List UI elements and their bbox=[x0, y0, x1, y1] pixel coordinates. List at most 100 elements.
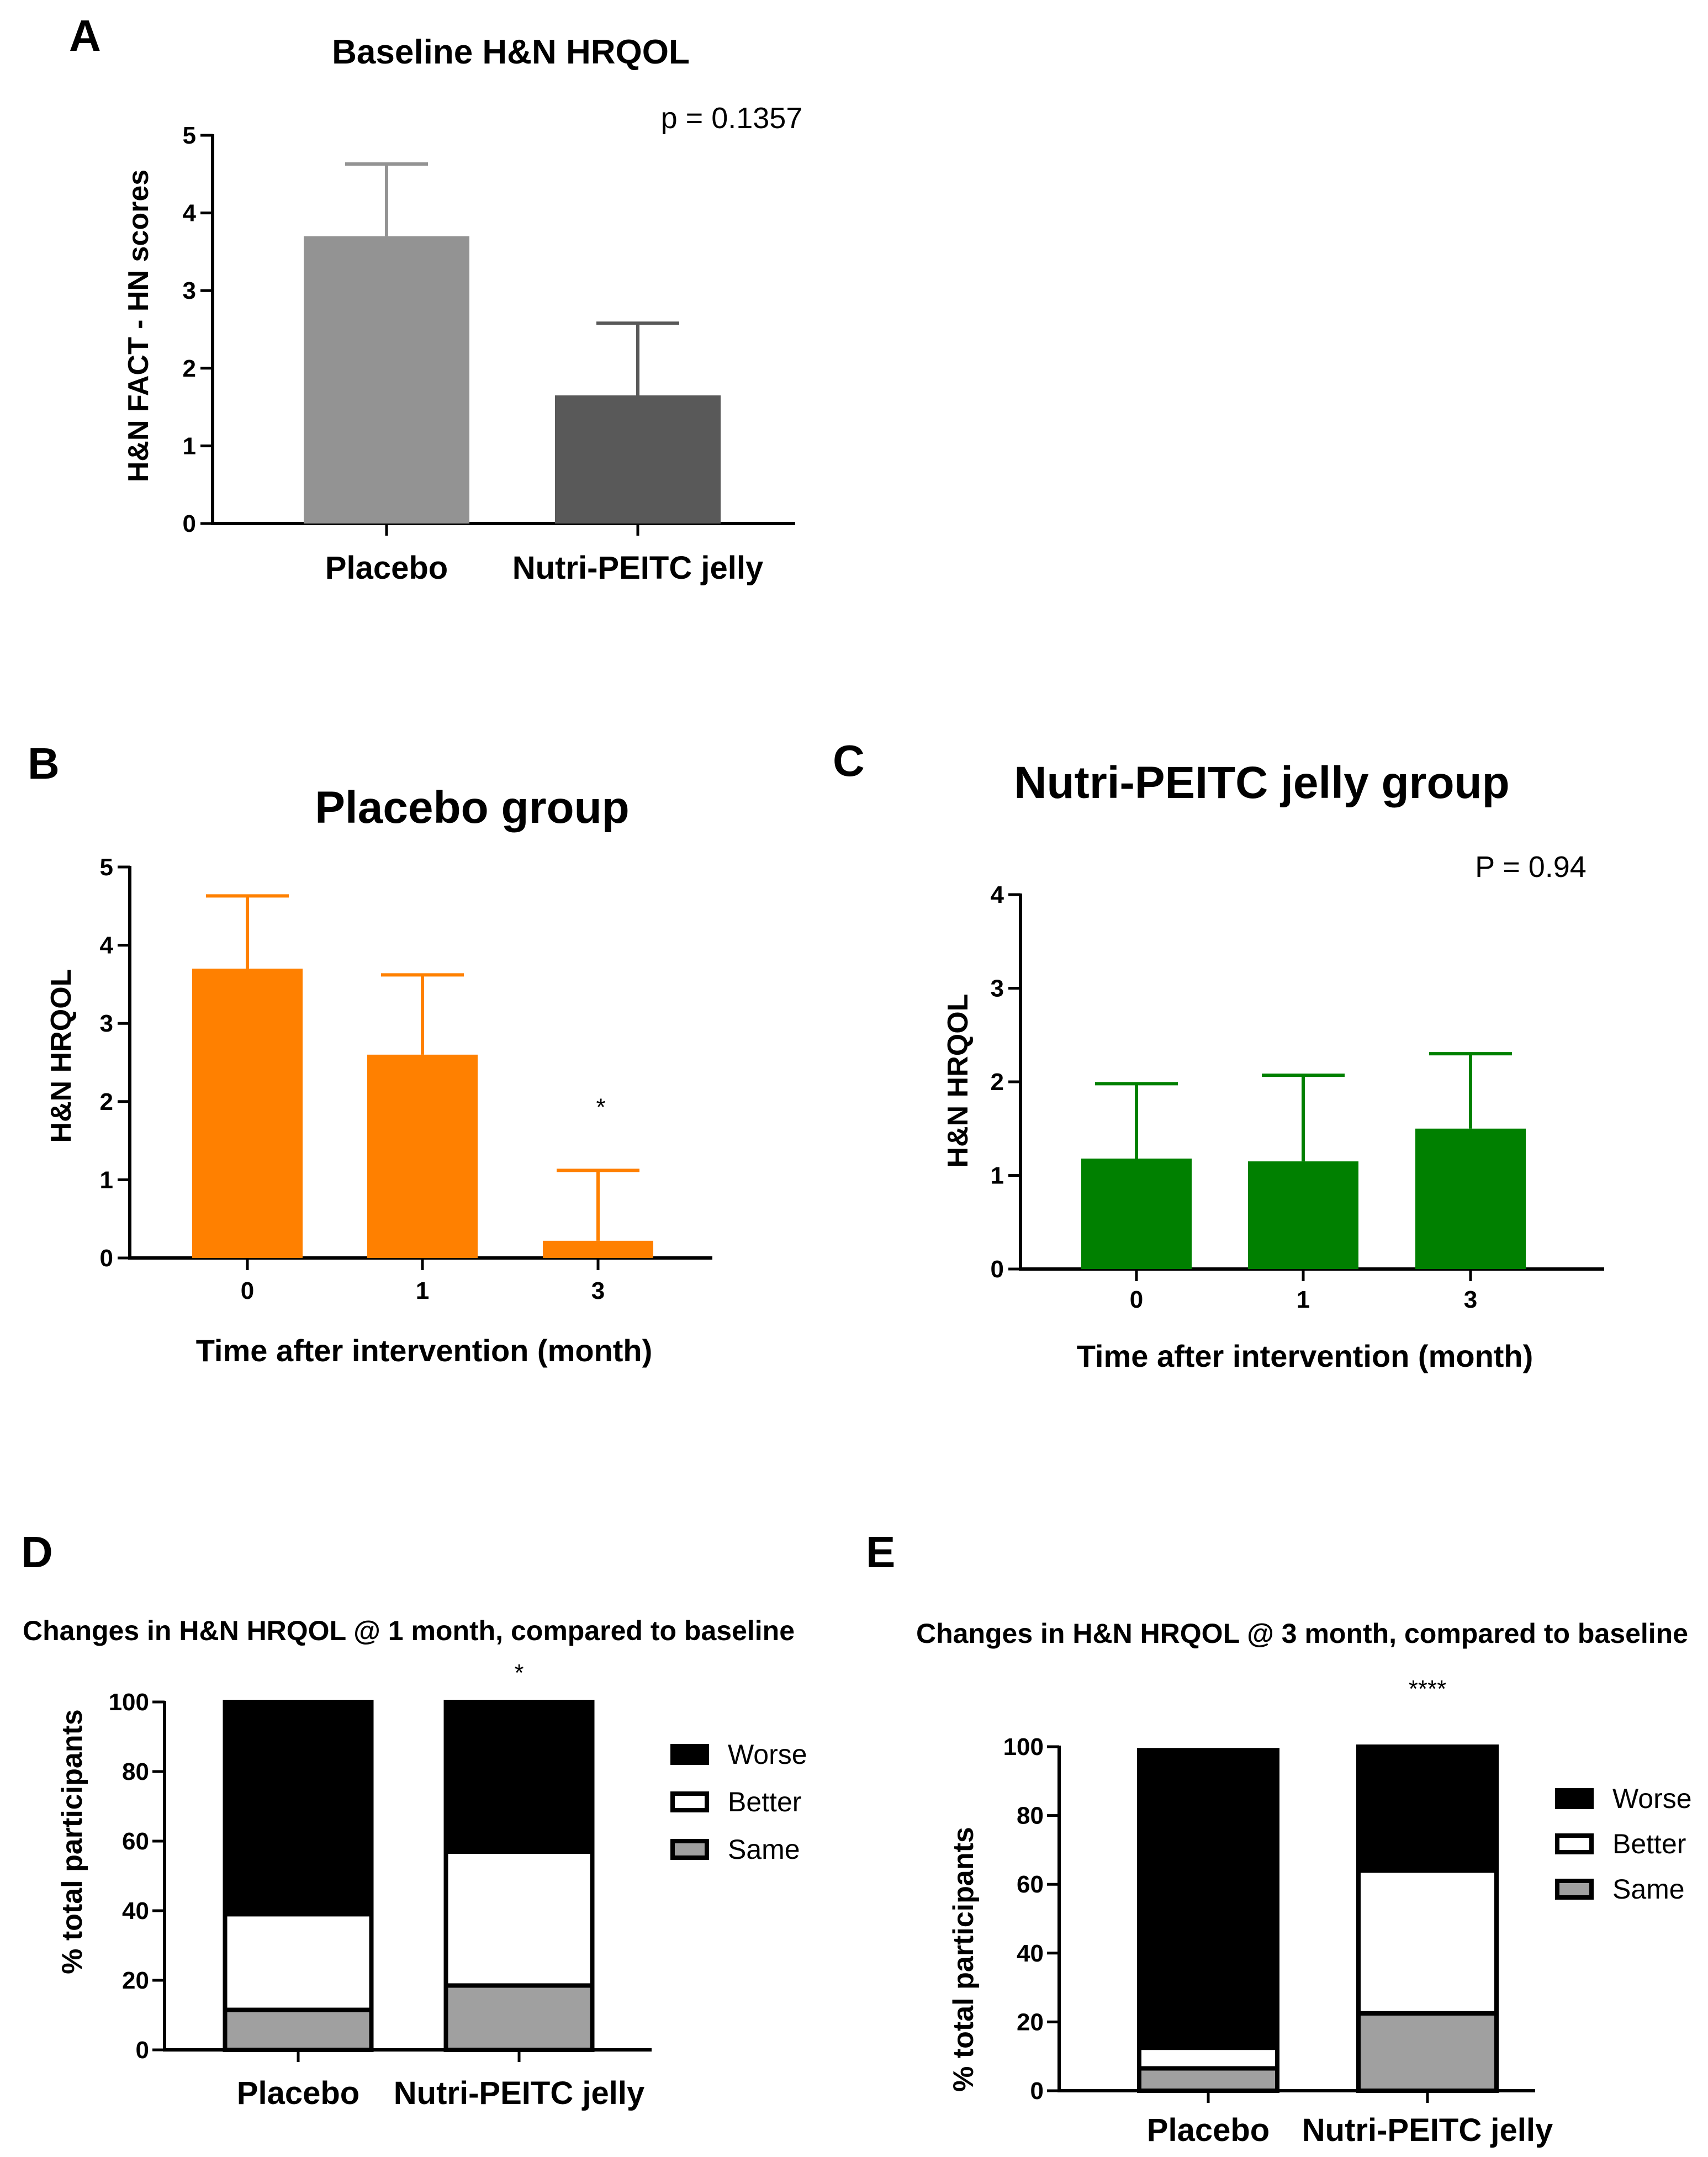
panel-c: C Nutri-PEITC jelly group P = 0.94 H&N H… bbox=[833, 736, 1604, 1373]
panel-c-y-tick-label: 3 bbox=[991, 975, 1004, 1002]
panel-e-bar-segment-same bbox=[1356, 2011, 1499, 2093]
panel-c-category-label: 3 bbox=[1464, 1286, 1477, 1313]
panel-b-y-tick-label: 1 bbox=[100, 1166, 113, 1193]
panel-e-bar-segment-worse bbox=[1356, 1744, 1499, 1873]
panel-b-y-axis-label: H&N HRQOL bbox=[45, 969, 77, 1143]
panel-d-category-label: Placebo bbox=[237, 2075, 359, 2111]
panel-a: A Baseline H&N HRQOL p = 0.1357 H&N FACT… bbox=[69, 11, 802, 586]
panel-d-y-tick-label: 0 bbox=[136, 2037, 149, 2064]
panel-d-legend-swatch-worse bbox=[670, 1744, 709, 1765]
panel-b: B Placebo group H&N HRQOL Time after int… bbox=[28, 739, 712, 1368]
panel-e-legend-label-better: Better bbox=[1612, 1828, 1686, 1859]
panel-e-y-tick-label: 40 bbox=[1017, 1940, 1044, 1967]
panel-c-title: Nutri-PEITC jelly group bbox=[1014, 758, 1509, 808]
panel-c-letter: C bbox=[833, 736, 865, 785]
panel-a-title: Baseline H&N HRQOL bbox=[332, 33, 690, 71]
panel-e-legend-swatch-better bbox=[1555, 1833, 1594, 1854]
panel-c-category-label: 1 bbox=[1297, 1286, 1310, 1313]
panel-d-category-label: Nutri-PEITC jelly bbox=[394, 2075, 644, 2111]
panel-d-legend-swatch-better bbox=[670, 1791, 709, 1812]
panel-d-legend-label-same: Same bbox=[728, 1834, 800, 1865]
panel-e-y-tick-label: 0 bbox=[1030, 2077, 1044, 2105]
panel-a-category-label: Nutri-PEITC jelly bbox=[512, 550, 763, 586]
panel-e-bar-segment-same bbox=[1137, 2066, 1279, 2093]
panel-c-x-axis-label: Time after intervention (month) bbox=[1077, 1339, 1534, 1373]
panel-e-y-tick-label: 20 bbox=[1017, 2008, 1044, 2036]
panel-d-y-tick-label: 80 bbox=[122, 1758, 149, 1785]
panel-b-bar bbox=[192, 969, 303, 1258]
panel-b-y-tick-label: 4 bbox=[100, 932, 114, 959]
panel-c-bar bbox=[1081, 1158, 1192, 1269]
panel-b-bar bbox=[543, 1240, 653, 1258]
panel-d-significance-mark: * bbox=[514, 1659, 523, 1687]
panel-a-y-tick-label: 3 bbox=[183, 277, 196, 304]
panel-e-bar-segment-better bbox=[1137, 2045, 1279, 2071]
panel-c-bar bbox=[1415, 1128, 1526, 1269]
panel-e: E Changes in H&N HRQOL @ 3 month, compar… bbox=[866, 1527, 1692, 2148]
panel-e-legend-swatch-worse bbox=[1555, 1788, 1594, 1809]
panel-a-bar bbox=[555, 395, 721, 524]
panel-a-p-value: p = 0.1357 bbox=[661, 102, 803, 135]
panel-c-y-tick-label: 2 bbox=[991, 1069, 1004, 1096]
panel-a-y-axis-label: H&N FACT - HN scores bbox=[123, 170, 155, 482]
panel-e-legend-swatch-same bbox=[1555, 1879, 1594, 1900]
panel-c-y-tick-label: 0 bbox=[991, 1256, 1004, 1283]
panel-c-y-tick-label: 4 bbox=[991, 881, 1004, 908]
panel-e-legend-label-same: Same bbox=[1612, 1874, 1685, 1905]
panel-d-y-tick-label: 60 bbox=[122, 1828, 149, 1855]
panel-a-category-label: Placebo bbox=[325, 550, 448, 586]
panel-e-letter: E bbox=[866, 1527, 895, 1577]
panel-d-legend-swatch-same bbox=[670, 1839, 709, 1860]
panel-a-y-tick-label: 2 bbox=[183, 355, 196, 382]
panel-b-y-tick-label: 0 bbox=[100, 1245, 113, 1272]
panel-b-y-tick-label: 2 bbox=[100, 1088, 113, 1115]
panel-d-letter: D bbox=[21, 1527, 53, 1577]
panel-a-y-tick-label: 1 bbox=[183, 432, 196, 459]
panel-b-bar bbox=[367, 1054, 478, 1258]
panel-b-category-label: 1 bbox=[416, 1277, 429, 1304]
panel-a-letter: A bbox=[69, 11, 101, 60]
panel-b-x-axis-label: Time after intervention (month) bbox=[196, 1333, 653, 1368]
panel-b-letter: B bbox=[28, 739, 60, 788]
panel-b-y-tick-label: 5 bbox=[100, 854, 113, 881]
panel-b-category-label: 0 bbox=[241, 1277, 254, 1304]
panel-e-bar-segment-better bbox=[1356, 1868, 1499, 2016]
panel-e-bar-segment-worse bbox=[1137, 1748, 1279, 2050]
panel-e-y-axis-label: % total participants bbox=[948, 1827, 980, 2092]
panel-c-p-value: P = 0.94 bbox=[1475, 850, 1587, 884]
panel-d-bar-segment-same bbox=[223, 2007, 374, 2053]
panel-e-category-label: Nutri-PEITC jelly bbox=[1302, 2112, 1553, 2148]
panel-e-category-label: Placebo bbox=[1147, 2112, 1270, 2148]
panel-d-bar-segment-same bbox=[443, 1983, 595, 2052]
panel-e-title: Changes in H&N HRQOL @ 3 month, compared… bbox=[916, 1618, 1688, 1649]
panel-d: D Changes in H&N HRQOL @ 1 month, compar… bbox=[21, 1527, 807, 2111]
panel-a-y-tick-label: 5 bbox=[183, 122, 196, 149]
panel-d-bar-segment-better bbox=[443, 1849, 595, 1988]
panel-e-significance-mark: **** bbox=[1409, 1675, 1447, 1703]
panel-d-bar-segment-worse bbox=[223, 1700, 374, 1917]
panel-e-legend-label-worse: Worse bbox=[1612, 1783, 1692, 1814]
panel-e-y-tick-label: 60 bbox=[1017, 1871, 1044, 1898]
panel-e-y-tick-label: 80 bbox=[1017, 1802, 1044, 1830]
panel-b-significance-mark: * bbox=[596, 1093, 605, 1120]
panel-b-y-tick-label: 3 bbox=[100, 1010, 113, 1037]
panel-b-category-label: 3 bbox=[591, 1277, 605, 1304]
panel-d-bar-segment-better bbox=[223, 1912, 374, 2012]
panel-c-bar bbox=[1248, 1161, 1358, 1269]
panel-d-legend-label-better: Better bbox=[728, 1786, 801, 1817]
panel-c-y-axis-label: H&N HRQOL bbox=[942, 994, 974, 1168]
panel-d-bar-segment-worse bbox=[443, 1700, 595, 1854]
panel-e-y-tick-label: 100 bbox=[1003, 1733, 1044, 1761]
panel-a-bar bbox=[304, 236, 469, 524]
panel-d-y-tick-label: 100 bbox=[109, 1689, 149, 1716]
panel-a-y-tick-label: 4 bbox=[183, 200, 197, 227]
panel-c-y-tick-label: 1 bbox=[991, 1162, 1004, 1189]
panel-d-y-axis-label: % total participants bbox=[56, 1709, 88, 1974]
panel-a-y-tick-label: 0 bbox=[183, 510, 196, 537]
panel-d-title: Changes in H&N HRQOL @ 1 month, compared… bbox=[23, 1615, 795, 1646]
panel-c-category-label: 0 bbox=[1130, 1286, 1143, 1313]
panel-d-y-tick-label: 40 bbox=[122, 1897, 149, 1925]
panel-b-title: Placebo group bbox=[315, 783, 630, 833]
panel-d-y-tick-label: 20 bbox=[122, 1967, 149, 1994]
